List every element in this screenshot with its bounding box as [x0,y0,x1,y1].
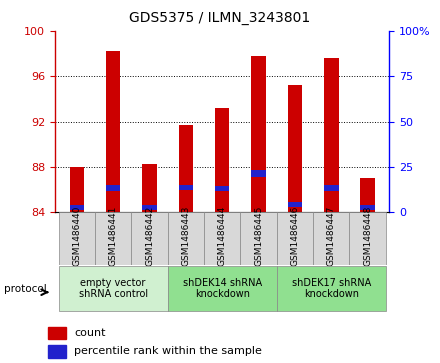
Bar [360,178,375,212]
Text: shDEK17 shRNA
knockdown: shDEK17 shRNA knockdown [292,278,371,299]
Bar [95,212,131,265]
Bar [131,212,168,265]
Text: GSM1486444: GSM1486444 [218,206,227,266]
Bar [168,212,204,265]
Bar [215,186,230,191]
Text: shDEK14 shRNA
knockdown: shDEK14 shRNA knockdown [183,278,262,299]
Bar [70,167,84,212]
Bar [179,184,193,189]
Text: empty vector
shRNA control: empty vector shRNA control [79,278,148,299]
Bar [179,125,193,212]
Text: GSM1486441: GSM1486441 [109,206,117,266]
Text: count: count [74,328,106,338]
Text: GSM1486440: GSM1486440 [72,206,81,266]
Bar [288,85,302,212]
Bar [277,266,386,311]
Text: GDS5375 / ILMN_3243801: GDS5375 / ILMN_3243801 [129,11,311,25]
Bar [277,212,313,265]
Bar [324,185,338,191]
Bar [240,212,277,265]
Bar [59,212,95,265]
Bar [360,205,375,210]
Bar [251,170,266,177]
Bar [59,266,168,311]
Text: percentile rank within the sample: percentile rank within the sample [74,346,262,356]
Bar [106,51,121,212]
Bar [204,212,240,265]
Text: GSM1486448: GSM1486448 [363,206,372,266]
Bar [215,108,230,212]
Bar [324,58,338,212]
Bar [142,205,157,210]
Bar [48,327,66,339]
Bar [142,164,157,212]
Text: GSM1486443: GSM1486443 [181,206,191,266]
Bar [313,212,349,265]
Bar [251,56,266,212]
Bar [106,185,121,191]
Text: GSM1486446: GSM1486446 [290,206,299,266]
Bar [349,212,386,265]
Text: GSM1486445: GSM1486445 [254,206,263,266]
Text: GSM1486442: GSM1486442 [145,206,154,266]
Text: protocol: protocol [4,284,47,294]
Bar [48,345,66,358]
Bar [70,205,84,210]
Bar [168,266,277,311]
Text: GSM1486447: GSM1486447 [327,206,336,266]
Bar [288,203,302,207]
